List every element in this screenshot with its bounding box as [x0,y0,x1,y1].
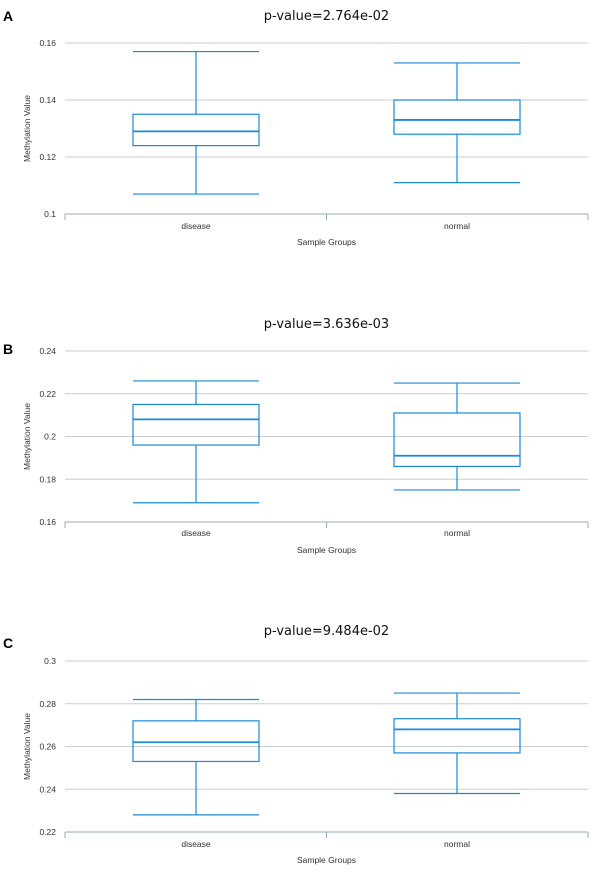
panel-a-normal-box [393,99,521,135]
panel-c-x-tick-label-disease: disease [181,839,211,849]
panel-c-y-tick-label: 0.28 [39,699,56,709]
panel-c-y-tick-label: 0.26 [39,742,56,752]
panel-b-y-tick-label: 0.18 [39,474,56,484]
panel-b-normal-box [393,412,521,468]
panel-c-y-tick-label: 0.22 [39,827,56,837]
panel-b-y-tick-label: 0.2 [44,432,56,442]
panel-b-disease-box [132,403,260,446]
panel-c-disease-box [132,720,260,763]
panel-c-y-axis-label: Methylation Value [22,713,32,780]
panel-c-x-axis-label: Sample Groups [297,855,356,865]
panel-a-title: p-value=2.764e-02 [264,9,389,24]
panel-a-y-tick-label: 0.1 [44,209,56,219]
panel-b-letter: B [3,341,13,357]
panel-b-x-tick-label-normal: normal [444,528,470,538]
panel-a-y-tick-label: 0.16 [39,38,56,48]
panel-c-title: p-value=9.484e-02 [264,624,389,639]
boxplot-chart-c: Cp-value=9.484e-02 0.22 0.24 0.26 0.28 0.3 Met… [3,624,589,865]
panel-b-y-axis-label: Methylation Value [22,403,32,470]
panel-b-y-tick-label: 0.24 [39,346,56,356]
panel-c-y-tick-label: 0.3 [44,656,56,666]
panel-a-disease-box [132,113,260,147]
panel-a-y-tick-label: 0.12 [39,152,56,162]
panel-b-x-axis-label: Sample Groups [297,545,356,555]
panel-c-normal-box [393,718,521,754]
panel-a-y-tick-label: 0.14 [39,95,56,105]
panel-a-x-tick-label-disease: disease [181,221,211,231]
boxplot-chart-b: Bp-value=3.636e-03 0.16 0.18 0.2 0.22 0.24 Met… [3,317,589,555]
panel-a-x-axis-label: Sample Groups [297,237,356,247]
panel-a-x-tick-label-normal: normal [444,221,470,231]
panel-b-x-tick-label-disease: disease [181,528,211,538]
panel-c-x-tick-label-normal: normal [444,839,470,849]
panel-b-y-tick-label: 0.22 [39,389,56,399]
panel-c-letter: C [3,635,13,651]
panel-b-title: p-value=3.636e-03 [264,317,389,332]
panel-b-y-tick-label: 0.16 [39,517,56,527]
panel-c-y-tick-label: 0.24 [39,784,56,794]
panel-a-y-axis-label: Methylation Value [22,95,32,162]
panel-a-letter: A [3,8,13,24]
